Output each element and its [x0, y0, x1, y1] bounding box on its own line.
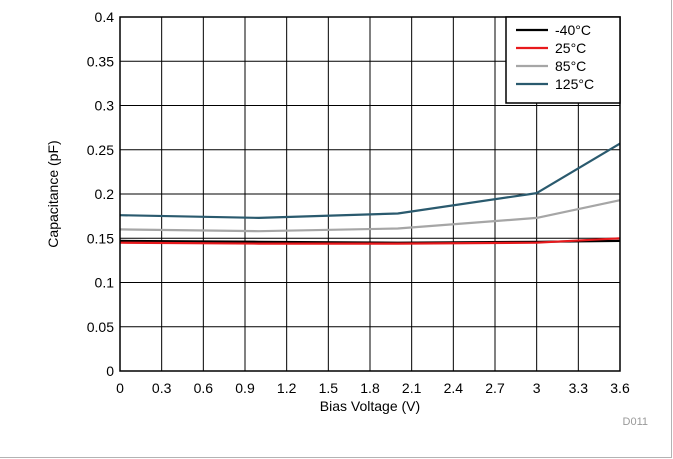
legend-box — [505, 16, 621, 104]
x-tick-label: 3 — [533, 380, 541, 396]
legend-label: 25°C — [555, 40, 586, 56]
y-tick-label: 0.2 — [95, 186, 115, 202]
y-tick-label: 0 — [106, 363, 114, 379]
x-tick-label: 2.4 — [444, 380, 464, 396]
x-tick-label: 0.3 — [152, 380, 172, 396]
x-tick-label: 1.8 — [360, 380, 380, 396]
x-tick-label: 2.7 — [485, 380, 505, 396]
figure-id: D011 — [623, 416, 648, 428]
legend-label: 125°C — [555, 76, 594, 92]
x-tick-label: 3.3 — [569, 380, 589, 396]
y-tick-label: 0.05 — [87, 319, 114, 335]
y-tick-label: 0.1 — [95, 275, 115, 291]
y-axis-title: Capacitance (pF) — [45, 140, 61, 247]
legend: -40°C 25°C 85°C 125°C — [505, 16, 621, 104]
x-tick-label: 0.6 — [194, 380, 214, 396]
legend-label: 85°C — [555, 58, 586, 74]
x-tick-label: 0.9 — [235, 380, 255, 396]
x-tick-label: 2.1 — [402, 380, 422, 396]
series-line-2 — [119, 199, 621, 233]
y-axis-ticks: 0 0.05 0.1 0.15 0.2 0.25 0.3 0.35 0.4 — [87, 9, 114, 379]
y-tick-label: 0.15 — [87, 230, 114, 246]
series-line-3 — [119, 142, 621, 219]
y-tick-label: 0.25 — [87, 142, 114, 158]
plot-border — [119, 16, 621, 372]
legend-label: -40°C — [555, 22, 591, 38]
series-line-1 — [119, 237, 621, 245]
x-axis-ticks: 0 0.3 0.6 0.9 1.2 1.5 1.8 2.1 2.4 2.7 3 3.3 3.6 — [116, 380, 630, 396]
x-tick-label: 3.6 — [610, 380, 630, 396]
y-tick-label: 0.3 — [95, 98, 115, 114]
y-tick-label: 0.4 — [95, 9, 115, 25]
y-tick-label: 0.35 — [87, 53, 114, 69]
x-tick-label: 1.5 — [319, 380, 339, 396]
x-tick-label: 1.2 — [277, 380, 297, 396]
series-layer — [119, 142, 621, 245]
x-tick-label: 0 — [116, 380, 124, 396]
x-axis-title: Bias Voltage (V) — [320, 398, 420, 414]
